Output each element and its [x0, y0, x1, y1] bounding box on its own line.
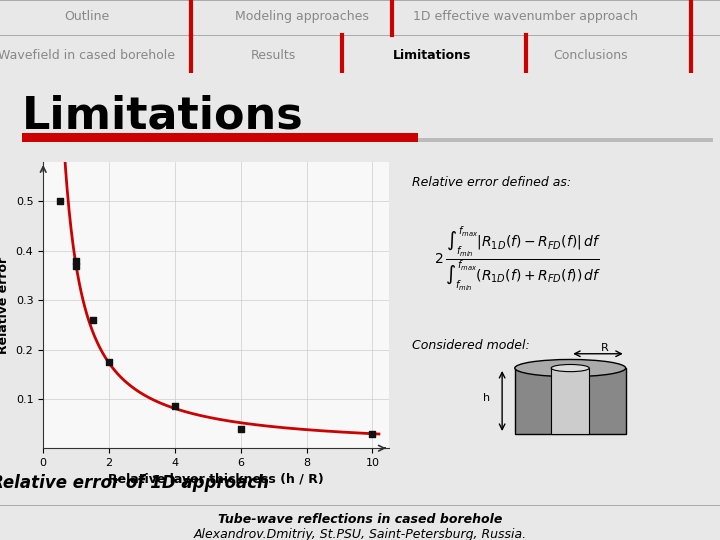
Text: Wavefield in cased borehole: Wavefield in cased borehole — [0, 49, 175, 62]
Text: Outline: Outline — [64, 10, 109, 23]
Bar — [22, 133, 418, 142]
Text: 1D effective wavenumber approach: 1D effective wavenumber approach — [413, 10, 638, 23]
Y-axis label: Relative error: Relative error — [0, 256, 10, 354]
Text: Relative error defined as:: Relative error defined as: — [412, 176, 571, 190]
Point — [103, 357, 114, 366]
Ellipse shape — [552, 364, 589, 372]
FancyBboxPatch shape — [515, 368, 626, 434]
Point — [87, 315, 99, 324]
Point — [54, 197, 66, 206]
Text: Considered model:: Considered model: — [412, 340, 530, 353]
Text: Tube-wave reflections in cased borehole: Tube-wave reflections in cased borehole — [218, 514, 502, 526]
Text: Limitations: Limitations — [393, 49, 471, 62]
Text: h: h — [482, 393, 490, 403]
X-axis label: Relative layer thickness (h / R): Relative layer thickness (h / R) — [108, 474, 324, 487]
Point — [71, 261, 82, 270]
Ellipse shape — [515, 360, 626, 377]
Text: $2\,\dfrac{\int_{f_{min}}^{f_{max}} |R_{1D}(f) - R_{FD}(f)|\,df}{\int_{f_{min}}^: $2\,\dfrac{\int_{f_{min}}^{f_{max}} |R_{… — [434, 225, 601, 293]
Text: Conclusions: Conclusions — [553, 49, 628, 62]
Point — [71, 256, 82, 265]
Text: R: R — [600, 343, 608, 353]
Bar — [418, 138, 713, 142]
Point — [169, 402, 181, 410]
Text: Results: Results — [251, 49, 296, 62]
Point — [235, 425, 246, 434]
Text: Modeling approaches: Modeling approaches — [235, 10, 369, 23]
Point — [366, 430, 378, 438]
FancyBboxPatch shape — [552, 368, 589, 434]
Text: Relative error of 1D approach: Relative error of 1D approach — [0, 474, 269, 492]
Text: Alexandrov.Dmitriy, St.PSU, Saint-Petersburg, Russia.: Alexandrov.Dmitriy, St.PSU, Saint-Peters… — [194, 528, 526, 540]
Text: Limitations: Limitations — [22, 95, 303, 138]
